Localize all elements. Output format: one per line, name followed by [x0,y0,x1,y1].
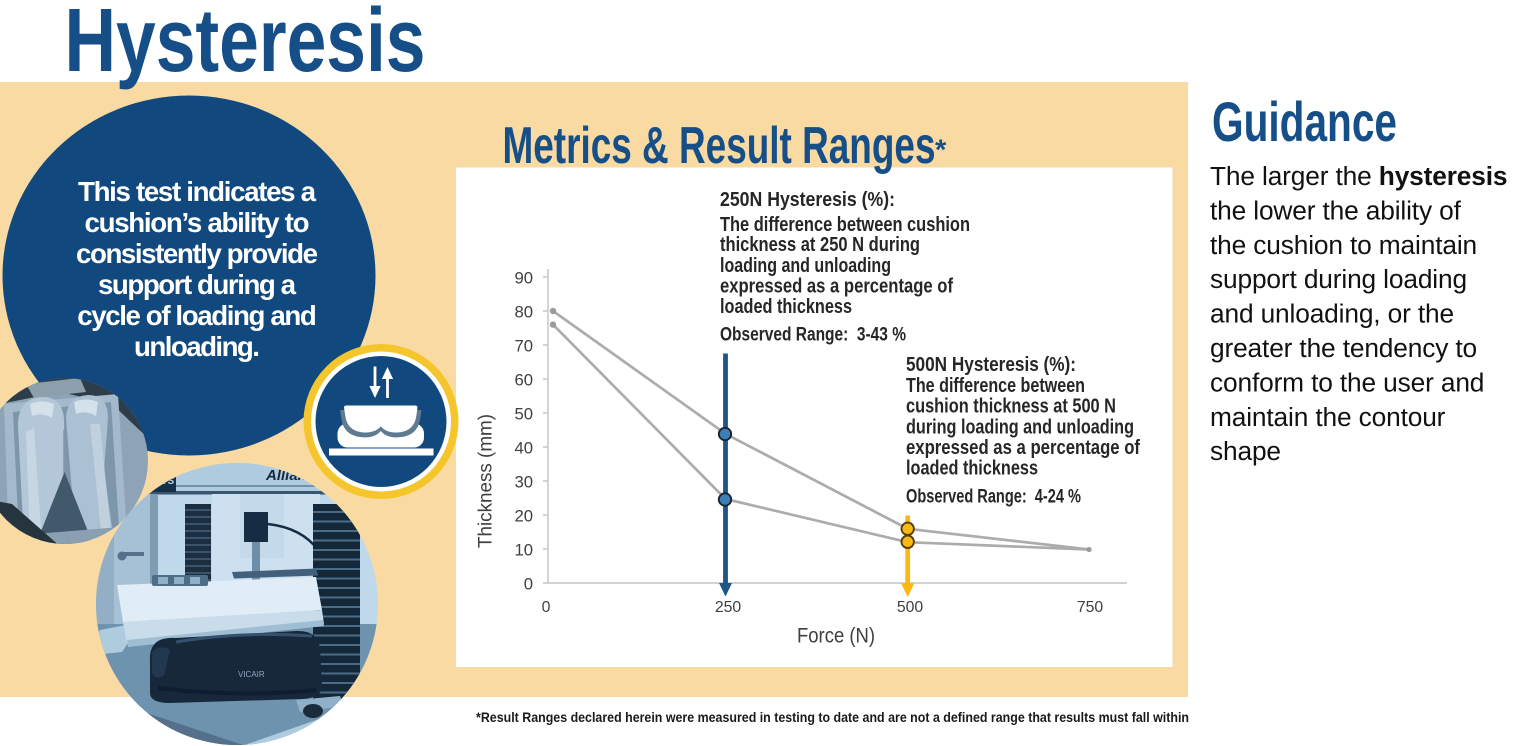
svg-text:40: 40 [514,439,533,458]
svg-text:loaded thickness: loaded thickness [720,296,852,318]
svg-text:The difference between: The difference between [906,375,1085,397]
svg-text:0: 0 [542,599,551,616]
svg-text:the cushion to maintain: the cushion to maintain [1210,230,1477,260]
svg-text:750: 750 [1077,599,1104,616]
svg-text:cycle of loading and: cycle of loading and [77,300,317,331]
svg-text:support during a: support during a [98,269,297,300]
svg-text:10: 10 [514,541,533,560]
svg-text:250: 250 [715,599,742,616]
svg-text:Observed Range: 4-24 %: Observed Range: 4-24 % [906,485,1081,507]
svg-text:Observed Range: 3-43 %: Observed Range: 3-43 % [720,323,906,345]
svg-text:80: 80 [514,303,533,322]
svg-text:Thickness (mm): Thickness (mm) [476,414,497,548]
svg-text:20: 20 [514,507,533,526]
svg-text:Force (N): Force (N) [797,624,875,648]
svg-text:support during loading: support during loading [1210,264,1467,294]
svg-text:30: 30 [514,473,533,492]
svg-text:cushion’s ability to: cushion’s ability to [85,207,310,238]
svg-text:500N Hysteresis (%):: 500N Hysteresis (%): [906,354,1076,376]
svg-text:consistently provide: consistently provide [76,238,318,269]
svg-text:loading and unloading: loading and unloading [720,255,891,277]
svg-text:Hysteresis: Hysteresis [65,0,426,91]
svg-text:*Result Ranges declared herein: *Result Ranges declared herein were meas… [476,710,1189,725]
svg-text:greater the tendency to: greater the tendency to [1210,333,1477,363]
svg-text:This test indicates a: This test indicates a [78,176,317,207]
svg-text:50: 50 [514,405,533,424]
svg-text:during loading and unloading: during loading and unloading [906,417,1134,439]
svg-text:Metrics & Result Ranges: Metrics & Result Ranges [503,116,936,174]
svg-text:500: 500 [897,599,924,616]
svg-text:loaded thickness: loaded thickness [906,458,1038,480]
svg-text:The difference between cushion: The difference between cushion [720,214,970,236]
svg-text:expressed as a percentage of: expressed as a percentage of [720,275,953,297]
svg-text:*: * [935,135,947,167]
svg-text:0: 0 [524,575,533,594]
svg-text:The larger the hysteresis: The larger the hysteresis [1210,161,1507,191]
svg-text:maintain the contour: maintain the contour [1210,402,1446,432]
svg-text:conform to the user and: conform to the user and [1210,367,1484,397]
svg-text:70: 70 [514,337,533,356]
svg-text:shape: shape [1210,436,1281,466]
svg-text:250N Hysteresis (%):: 250N Hysteresis (%): [720,189,895,211]
svg-text:VICAIR: VICAIR [238,670,265,679]
svg-text:thickness at 250 N during: thickness at 250 N during [720,234,920,256]
svg-text:60: 60 [514,371,533,390]
svg-text:unloading.: unloading. [134,331,260,362]
svg-text:the lower the ability of: the lower the ability of [1210,195,1462,225]
svg-text:and unloading, or the: and unloading, or the [1210,299,1454,329]
svg-text:90: 90 [514,269,533,288]
svg-text:cushion thickness at 500 N: cushion thickness at 500 N [906,395,1116,417]
svg-text:Guidance: Guidance [1212,91,1397,153]
svg-text:expressed as a percentage of: expressed as a percentage of [906,437,1140,459]
